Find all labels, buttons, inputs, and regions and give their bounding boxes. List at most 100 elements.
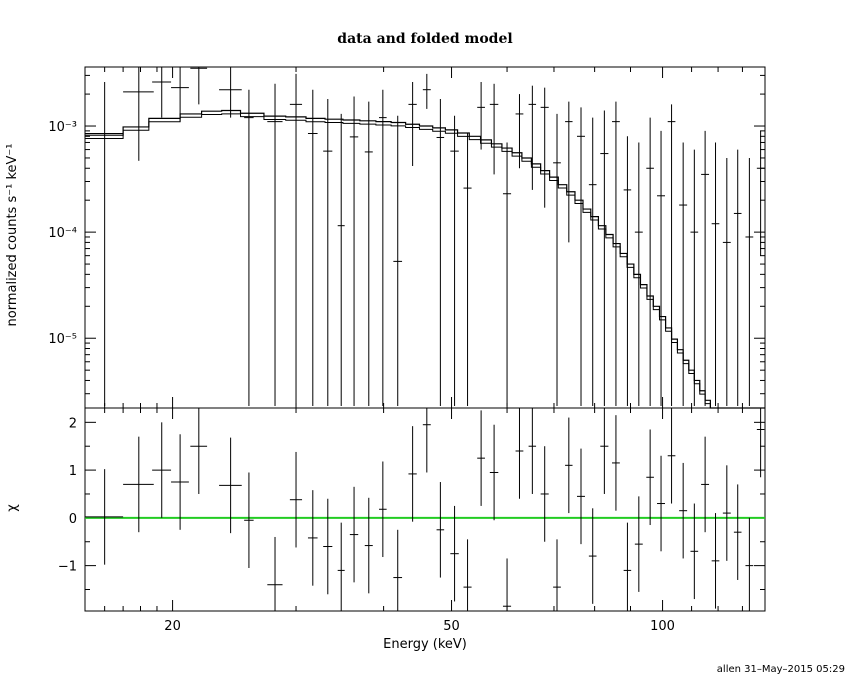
residual-point xyxy=(502,558,512,611)
data-point xyxy=(600,110,609,406)
data-point xyxy=(267,83,283,406)
top-y-tick-labels: 10⁻³ 10⁻⁴ 10⁻⁵ xyxy=(48,120,77,347)
data-point xyxy=(219,67,242,118)
bottom-y-axis-label: χ xyxy=(5,504,20,512)
data-point xyxy=(307,89,318,406)
residual-point xyxy=(450,505,459,602)
residual-point xyxy=(364,497,373,594)
residual-point xyxy=(690,503,699,600)
residual-point xyxy=(171,434,189,530)
residual-point xyxy=(565,417,573,514)
chart-title: data and folded model xyxy=(337,31,512,47)
data-point xyxy=(85,81,124,406)
data-series xyxy=(85,67,765,406)
data-point xyxy=(701,130,710,406)
residual-point xyxy=(528,408,537,494)
data-point xyxy=(634,142,643,406)
residual-point xyxy=(219,437,242,534)
residual-point xyxy=(657,455,665,552)
data-point xyxy=(623,136,632,406)
residual-point xyxy=(745,517,754,611)
data-point xyxy=(289,73,303,406)
data-point xyxy=(364,101,373,406)
x-tick-label: 20 xyxy=(164,619,181,634)
data-point xyxy=(450,115,459,406)
data-point xyxy=(323,98,333,406)
data-point xyxy=(722,157,731,406)
footer-credit: allen 31–May–2015 05:29 xyxy=(717,664,845,675)
residual-point xyxy=(337,522,345,611)
residual-point xyxy=(408,426,417,522)
x-tick-label: 100 xyxy=(650,619,675,634)
residual-point xyxy=(577,448,585,545)
x-tick-label: 50 xyxy=(443,619,460,634)
data-point xyxy=(679,142,688,406)
residual-point xyxy=(553,539,561,611)
data-point xyxy=(393,115,403,406)
data-point xyxy=(540,87,549,208)
data-point xyxy=(756,130,765,256)
residual-point xyxy=(349,486,359,583)
data-point xyxy=(612,101,620,406)
data-point xyxy=(657,130,665,406)
residual-point xyxy=(123,436,154,533)
residual-point xyxy=(393,529,403,611)
data-point xyxy=(588,117,597,406)
residual-point xyxy=(634,496,643,592)
residual-point xyxy=(152,422,172,518)
residual-point xyxy=(588,508,597,604)
residual-point xyxy=(379,461,387,558)
residual-point xyxy=(244,472,254,569)
residual-point xyxy=(190,408,208,494)
residual-point xyxy=(600,408,609,494)
residual-point xyxy=(623,522,632,611)
data-point xyxy=(152,67,172,118)
bottom-panel: 2 1 0 −1 20 50 100 χ Energy (keV) xyxy=(5,407,766,652)
residual-point xyxy=(679,462,688,559)
data-point xyxy=(244,89,254,406)
top-panel: 10⁻³ 10⁻⁴ 10⁻⁵ normalized counts s⁻¹ keV⁻¹ xyxy=(5,66,766,409)
bottom-panel-frame xyxy=(84,407,766,612)
data-point xyxy=(408,81,417,166)
model-step-line-2 xyxy=(85,113,765,409)
residual-point xyxy=(289,451,303,548)
residual-point xyxy=(667,408,676,504)
data-point xyxy=(502,142,512,406)
top-y-tick-label: 10⁻⁴ xyxy=(48,226,77,241)
top-panel-frame xyxy=(84,66,766,409)
data-point xyxy=(123,67,154,161)
residual-point xyxy=(646,429,654,526)
bottom-y-tick-label: 2 xyxy=(69,416,77,431)
residual-point xyxy=(515,408,524,499)
x-axis-label: Energy (keV) xyxy=(383,637,467,652)
residual-point xyxy=(422,408,431,473)
bottom-y-tick-label: −1 xyxy=(58,560,77,575)
top-y-tick-label: 10⁻⁵ xyxy=(48,332,77,347)
data-point xyxy=(422,73,431,109)
data-point xyxy=(528,85,537,190)
model-step-line xyxy=(85,109,765,409)
residual-point xyxy=(722,465,731,561)
data-point xyxy=(489,83,499,175)
data-point xyxy=(190,67,208,105)
residual-point xyxy=(701,436,710,533)
bottom-y-tick-label: 1 xyxy=(69,464,77,479)
residual-point xyxy=(436,482,445,578)
data-point xyxy=(515,94,524,169)
data-point xyxy=(577,107,585,406)
residual-point xyxy=(733,484,742,580)
data-point xyxy=(745,157,754,406)
data-point xyxy=(553,113,561,406)
data-point xyxy=(436,98,445,406)
top-axis-ticks xyxy=(84,67,766,408)
top-y-axis-label: normalized counts s⁻¹ keV⁻¹ xyxy=(5,144,20,327)
residual-point xyxy=(267,536,283,611)
data-point xyxy=(379,89,387,406)
residual-series xyxy=(85,408,765,611)
x-tick-labels: 20 50 100 xyxy=(164,619,675,634)
data-point xyxy=(477,81,485,150)
model-series xyxy=(85,109,765,409)
residual-point xyxy=(463,539,472,611)
residual-point xyxy=(489,424,499,521)
